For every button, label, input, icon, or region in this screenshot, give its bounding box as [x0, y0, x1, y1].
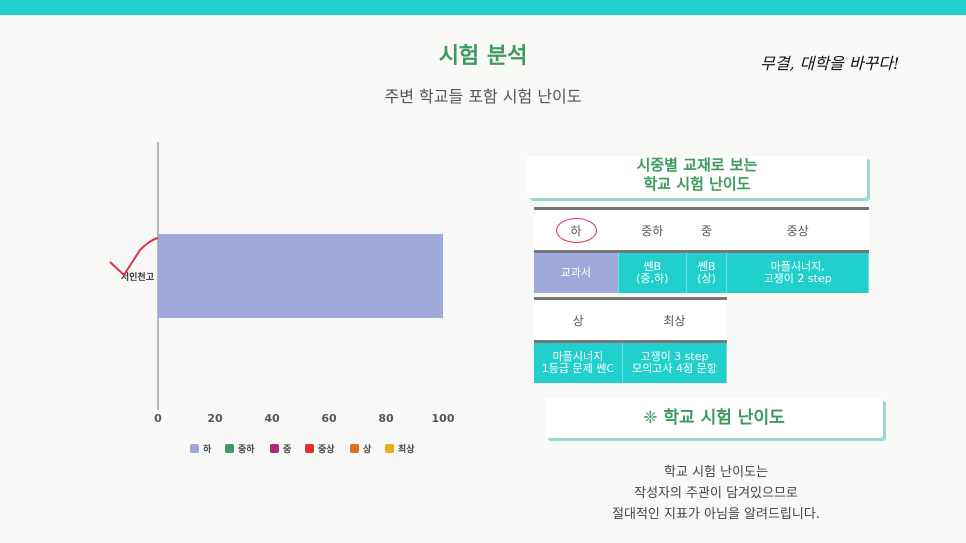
table-header-cell: 하	[534, 207, 619, 253]
top-accent-bar	[0, 0, 966, 15]
legend-label: 하	[203, 443, 212, 455]
legend-label: 상	[363, 443, 372, 455]
table-header-cell: 상	[534, 297, 623, 343]
x-tick-label: 40	[264, 412, 280, 425]
bar-하	[158, 234, 443, 318]
table-header-cell: 최상	[622, 297, 727, 343]
legend-label: 중	[283, 444, 291, 455]
legend-label: 중하	[238, 443, 255, 455]
card-title-line2: 학교 시험 난이도	[643, 175, 751, 193]
checkmark-icon	[109, 237, 159, 277]
table-header-cell: 중	[686, 207, 727, 253]
table-cell: 쎈B (중,하)	[618, 251, 687, 293]
legend-label: 중상	[318, 443, 335, 455]
x-tick-label: 80	[378, 412, 394, 425]
x-tick-label: 0	[154, 412, 162, 425]
legend-label: 최상	[398, 443, 415, 455]
textbook-difficulty-card: 시중별 교재로 보는 학교 시험 난이도	[527, 156, 867, 198]
table-header-cell: 중하	[618, 207, 687, 253]
card-title-line1: 시중별 교재로 보는	[636, 156, 758, 174]
x-tick-label: 20	[207, 412, 223, 425]
table-header-cell: 중상	[726, 207, 869, 253]
legend-swatch	[225, 444, 234, 453]
table-cell: 교과서	[534, 251, 619, 293]
legend-swatch	[190, 444, 199, 453]
page-title: 시험 분석	[438, 44, 528, 69]
school-difficulty-card: ❈ 학교 시험 난이도	[545, 398, 883, 438]
circled-level: 하	[555, 217, 597, 243]
difficulty-table-2: 상 최상 마플시너지 1등급 문제 쎈C 고쟁이 3 step 모의고사 4점 문항	[534, 297, 728, 383]
table-cell: 마플시너지, 고쟁이 2 step	[726, 251, 869, 293]
legend-swatch	[350, 444, 359, 453]
y-category-label: 서인천고	[121, 271, 154, 283]
table-cell: 쎈B (상)	[686, 251, 728, 293]
table-cell: 고쟁이 3 step 모의고사 4점 문항	[622, 341, 728, 383]
legend-swatch	[270, 444, 279, 453]
legend-swatch	[385, 444, 394, 453]
x-tick-label: 60	[321, 412, 337, 425]
legend-swatch	[305, 444, 314, 453]
disclaimer-text: 학교 시험 난이도는 작성자의 주관이 담겨있으므로 절대적인 지표가 아님을 …	[612, 465, 820, 522]
page-subtitle: 주변 학교들 포함 시험 난이도	[384, 87, 582, 106]
difficulty-table-1: 하 중하 중 중상 교과서 쎈B (중,하) 쎈B (상) 마플시너지, 고쟁이 2 …	[534, 207, 869, 293]
brand-slogan: 무결, 대학을 바꾸다!	[760, 54, 900, 73]
table-cell: 마플시너지 1등급 문제 쎈C	[534, 341, 623, 383]
x-tick-label: 100	[432, 412, 455, 425]
